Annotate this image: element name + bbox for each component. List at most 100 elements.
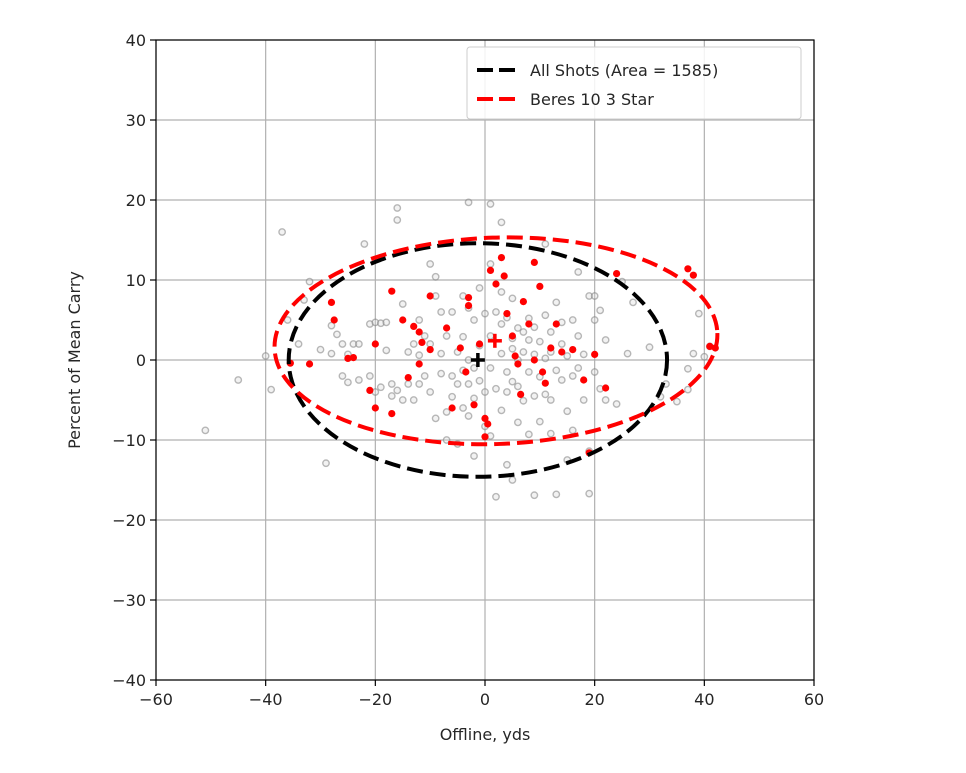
data-point-highlight: [536, 282, 544, 290]
data-point-highlight: [514, 360, 522, 368]
data-point: [354, 376, 363, 384]
data-point: [590, 368, 599, 376]
data-point: [552, 298, 561, 307]
data-point: [201, 426, 210, 435]
data-point-highlight: [399, 316, 407, 324]
data-point: [497, 349, 506, 358]
data-point: [349, 340, 358, 348]
data-point: [486, 200, 495, 208]
data-point: [514, 382, 522, 391]
data-point: [568, 426, 577, 435]
data-point: [519, 348, 528, 356]
data-point: [234, 376, 243, 384]
data-point: [398, 300, 407, 308]
y-tick-label: 10: [126, 271, 146, 290]
data-point-highlight: [327, 298, 336, 306]
data-point: [426, 260, 435, 268]
data-point: [442, 332, 451, 340]
data-point: [623, 349, 632, 358]
data-point-highlight: [366, 386, 374, 394]
data-point: [365, 372, 374, 380]
data-point: [508, 344, 517, 353]
data-point: [398, 396, 407, 404]
data-point: [382, 346, 391, 355]
data-point-highlight: [497, 254, 506, 262]
data-point: [519, 396, 528, 405]
data-point-highlight: [470, 401, 478, 409]
data-point: [524, 430, 533, 439]
data-point: [563, 407, 572, 416]
data-point: [453, 380, 462, 388]
data-point: [464, 380, 473, 388]
data-point: [557, 376, 566, 384]
data-point-highlight: [511, 352, 519, 360]
confidence-ellipse: [286, 241, 670, 479]
data-point-highlight: [404, 374, 412, 382]
data-point: [535, 337, 544, 346]
data-point: [409, 340, 418, 348]
data-point: [426, 388, 435, 396]
data-point-highlight: [613, 270, 621, 278]
data-point: [514, 418, 522, 427]
data-point-highlight: [492, 280, 500, 288]
data-point: [541, 354, 550, 363]
data-point-highlight: [371, 340, 379, 348]
data-point: [393, 216, 402, 224]
data-point: [459, 332, 467, 341]
data-point-highlight: [486, 266, 495, 274]
data-point-highlight: [349, 354, 357, 362]
data-point: [541, 240, 550, 248]
data-point: [415, 351, 424, 360]
data-point: [409, 396, 418, 404]
data-point-highlight: [500, 272, 508, 280]
data-point: [415, 380, 424, 388]
data-point: [596, 306, 605, 315]
data-point: [503, 368, 511, 376]
data-point: [481, 388, 489, 396]
x-axis-label: Offline, yds: [440, 725, 531, 744]
y-axis-label: Percent of Mean Carry: [65, 271, 84, 449]
data-point: [574, 268, 583, 276]
data-point-highlight: [530, 258, 538, 266]
data-point-highlight: [684, 265, 692, 273]
data-point: [694, 309, 703, 318]
data-point-highlight: [552, 320, 560, 328]
data-point: [497, 288, 506, 296]
x-tick-label: −20: [358, 690, 392, 709]
data-point: [541, 311, 550, 320]
data-point: [524, 368, 533, 376]
data-point: [508, 377, 517, 386]
data-point-highlight: [415, 328, 423, 336]
data-point-highlight: [426, 346, 434, 354]
data-point: [673, 397, 681, 406]
data-point: [645, 343, 654, 352]
data-point: [448, 308, 456, 316]
data-point: [683, 364, 692, 373]
data-point-highlight: [558, 348, 566, 356]
data-point-highlight: [530, 356, 538, 364]
data-point: [535, 417, 544, 426]
data-point-highlight: [519, 298, 527, 306]
legend-label-all-shots: All Shots (Area = 1585): [530, 61, 718, 80]
data-point: [459, 404, 467, 412]
data-point: [590, 292, 599, 300]
data-point-highlight: [462, 368, 470, 376]
data-point: [464, 412, 473, 420]
data-point: [404, 380, 413, 388]
data-point: [552, 490, 561, 499]
data-point: [508, 294, 517, 303]
data-point-highlight: [481, 433, 489, 441]
data-point-highlight: [475, 340, 484, 348]
data-point-highlight: [443, 324, 451, 332]
data-point: [316, 345, 325, 354]
data-point: [612, 400, 621, 408]
x-tick-label: 40: [694, 690, 714, 709]
data-point: [585, 489, 594, 498]
data-point: [574, 364, 583, 372]
data-point-highlight: [464, 302, 473, 310]
data-point: [530, 392, 539, 400]
data-point: [404, 348, 413, 356]
data-point-highlight: [371, 404, 379, 412]
data-point: [420, 372, 429, 380]
